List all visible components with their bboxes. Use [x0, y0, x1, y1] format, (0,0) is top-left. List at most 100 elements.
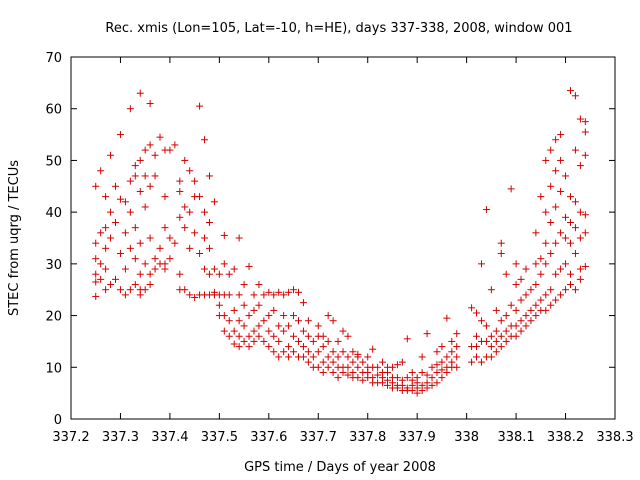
- data-point: [141, 172, 149, 180]
- data-point: [176, 177, 184, 185]
- data-point: [388, 363, 396, 371]
- data-point: [532, 301, 540, 309]
- data-point: [557, 291, 565, 299]
- data-point: [107, 208, 115, 216]
- data-point: [141, 286, 149, 294]
- data-point: [379, 358, 387, 366]
- data-point: [329, 348, 337, 356]
- data-point: [176, 187, 184, 195]
- data-point: [225, 332, 233, 340]
- data-point: [176, 213, 184, 221]
- data-point: [220, 231, 228, 239]
- data-point: [112, 275, 120, 283]
- data-point: [319, 332, 327, 340]
- data-point: [205, 218, 213, 226]
- x-tick-label: 338: [454, 430, 479, 445]
- data-point: [448, 348, 456, 356]
- data-point: [418, 368, 426, 376]
- x-tick-label: 337.3: [102, 430, 139, 445]
- data-point: [433, 368, 441, 376]
- data-point: [433, 348, 441, 356]
- data-point: [314, 348, 322, 356]
- data-point: [215, 270, 223, 278]
- data-point: [354, 374, 362, 382]
- data-point: [324, 353, 332, 361]
- plot-frame: [70, 56, 616, 420]
- data-point: [240, 337, 248, 345]
- data-point: [552, 203, 560, 211]
- data-point: [294, 288, 302, 296]
- data-point: [201, 208, 209, 216]
- data-point: [547, 146, 555, 154]
- data-point: [131, 281, 139, 289]
- data-point: [304, 332, 312, 340]
- data-point: [97, 167, 105, 175]
- data-point: [290, 332, 298, 340]
- data-point: [532, 312, 540, 320]
- data-point: [482, 337, 490, 345]
- data-point: [329, 317, 337, 325]
- data-point: [290, 348, 298, 356]
- data-point: [576, 115, 584, 123]
- data-point: [329, 368, 337, 376]
- data-point: [581, 229, 589, 237]
- data-point: [92, 182, 100, 190]
- data-point: [181, 286, 189, 294]
- x-axis-ticks: 337.2 337.3 337.4 337.5 337.6 337.7 337.8 337.9…: [52, 57, 634, 445]
- data-point: [112, 218, 120, 226]
- data-point: [557, 229, 565, 237]
- data-point: [270, 291, 278, 299]
- data-point: [482, 206, 490, 214]
- data-point: [131, 255, 139, 263]
- data-point: [547, 286, 555, 294]
- data-point: [220, 260, 228, 268]
- data-point: [576, 208, 584, 216]
- data-point: [359, 376, 367, 384]
- data-point: [542, 306, 550, 314]
- y-tick-label: 30: [45, 258, 62, 273]
- data-point: [423, 379, 431, 387]
- data-point: [186, 208, 194, 216]
- data-point: [102, 193, 110, 201]
- data-point: [191, 229, 199, 237]
- data-point: [497, 239, 505, 247]
- data-point: [235, 343, 243, 351]
- data-point: [487, 343, 495, 351]
- data-point: [270, 306, 278, 314]
- data-point: [403, 374, 411, 382]
- data-point: [477, 358, 485, 366]
- data-point: [557, 265, 565, 273]
- data-point: [255, 322, 263, 330]
- data-point: [344, 332, 352, 340]
- data-point: [136, 187, 144, 195]
- data-point: [408, 368, 416, 376]
- data-point: [146, 182, 154, 190]
- data-point: [497, 332, 505, 340]
- data-point: [319, 358, 327, 366]
- data-point: [146, 100, 154, 108]
- data-point: [265, 343, 273, 351]
- data-point: [344, 371, 352, 379]
- data-point: [443, 353, 451, 361]
- data-point: [552, 270, 560, 278]
- data-point: [324, 363, 332, 371]
- data-point: [369, 345, 377, 353]
- data-point: [482, 322, 490, 330]
- data-point: [151, 255, 159, 263]
- data-point: [210, 198, 218, 206]
- data-point: [235, 317, 243, 325]
- data-point: [116, 195, 124, 203]
- data-point: [146, 141, 154, 149]
- data-point: [116, 131, 124, 139]
- data-point: [487, 286, 495, 294]
- data-point: [161, 193, 169, 201]
- y-tick-label: 20: [45, 310, 62, 325]
- data-point: [507, 185, 515, 193]
- data-point: [354, 363, 362, 371]
- data-point: [225, 291, 233, 299]
- data-point: [210, 265, 218, 273]
- data-point: [280, 348, 288, 356]
- data-point: [146, 234, 154, 242]
- data-point: [552, 167, 560, 175]
